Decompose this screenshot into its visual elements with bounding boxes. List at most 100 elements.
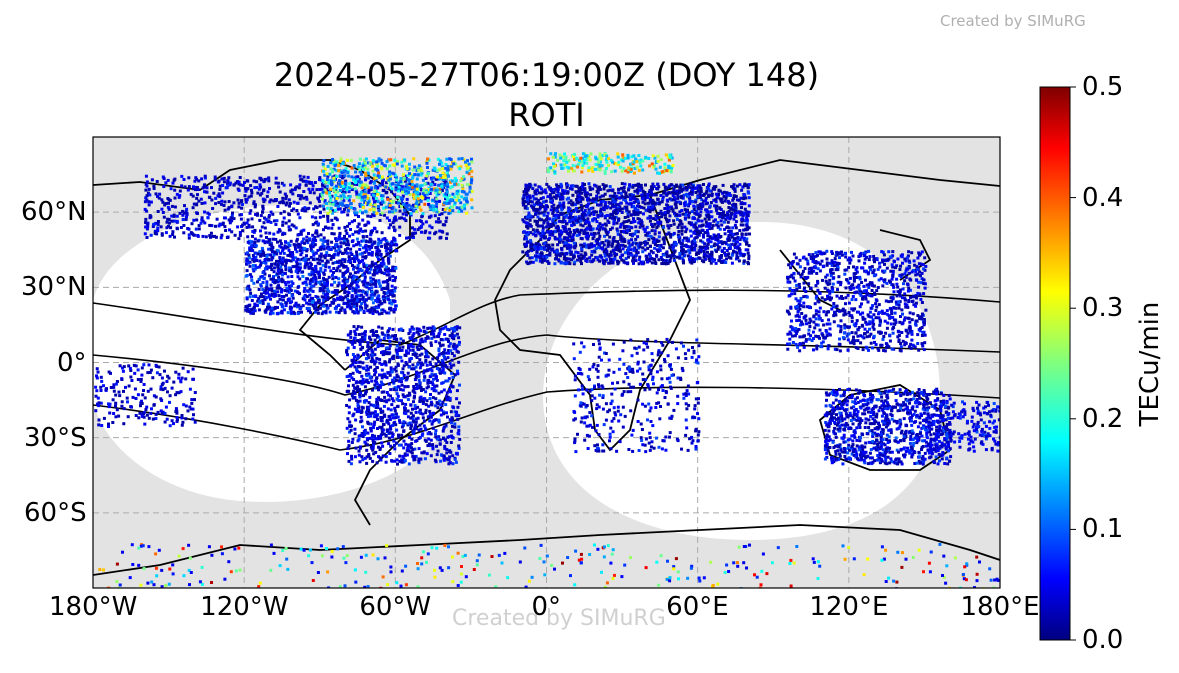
roti-point — [202, 183, 206, 187]
roti-point — [448, 362, 452, 366]
roti-point — [252, 200, 256, 204]
roti-point — [316, 311, 320, 315]
roti-point — [261, 271, 265, 275]
roti-point — [368, 283, 372, 287]
roti-point — [419, 427, 423, 431]
roti-point — [370, 353, 374, 357]
roti-point — [421, 222, 425, 226]
roti-point — [350, 166, 354, 170]
roti-point — [356, 240, 360, 244]
roti-point — [351, 414, 355, 418]
roti-point — [270, 311, 273, 315]
roti-point — [350, 454, 353, 458]
roti-point — [277, 228, 281, 232]
roti-point — [388, 182, 392, 186]
roti-point — [346, 208, 350, 212]
roti-point — [339, 185, 343, 188]
roti-point — [435, 186, 438, 190]
roti-point — [411, 334, 415, 338]
roti-point — [310, 270, 314, 274]
roti-point — [401, 212, 405, 216]
roti-point — [272, 275, 275, 279]
roti-point — [254, 203, 257, 207]
roti-point — [413, 227, 417, 231]
roti-point — [384, 352, 388, 356]
roti-point — [357, 434, 361, 438]
roti-point — [357, 407, 361, 411]
roti-point — [364, 306, 368, 310]
roti-point — [270, 287, 274, 291]
roti-point — [373, 265, 377, 269]
roti-point — [380, 419, 384, 423]
roti-point — [354, 256, 358, 260]
roti-point — [264, 296, 268, 300]
roti-point — [429, 343, 433, 347]
roti-point — [450, 165, 454, 169]
roti-point — [524, 200, 528, 204]
roti-point — [439, 236, 443, 240]
roti-point — [340, 182, 344, 186]
roti-point — [411, 193, 415, 197]
roti-point — [701, 240, 705, 244]
roti-point — [262, 261, 266, 264]
roti-point — [357, 365, 360, 368]
roti-point — [362, 239, 366, 243]
roti-point — [438, 159, 442, 163]
roti-point — [398, 233, 402, 237]
roti-point — [192, 202, 196, 206]
roti-point — [699, 239, 703, 243]
roti-point — [405, 236, 408, 240]
roti-point — [326, 242, 330, 246]
roti-point — [367, 252, 371, 256]
roti-point — [429, 415, 433, 419]
roti-point — [405, 197, 409, 201]
roti-point — [408, 162, 411, 166]
roti-point — [272, 232, 276, 236]
roti-point — [146, 191, 150, 195]
roti-point — [636, 208, 640, 212]
roti-point — [356, 439, 360, 443]
roti-point — [258, 259, 262, 263]
roti-point — [439, 453, 443, 457]
roti-point — [409, 357, 413, 360]
roti-point — [213, 175, 217, 179]
roti-point — [378, 373, 381, 377]
roti-point — [691, 257, 695, 261]
roti-point — [434, 230, 438, 234]
roti-point — [470, 198, 474, 202]
roti-point — [313, 273, 317, 277]
roti-point — [361, 211, 364, 215]
roti-point — [347, 259, 351, 263]
roti-point — [388, 360, 391, 364]
roti-point — [319, 252, 323, 256]
roti-point — [157, 196, 161, 200]
roti-point — [361, 433, 365, 437]
roti-point — [431, 198, 435, 202]
roti-point — [395, 428, 399, 432]
roti-point — [329, 198, 333, 202]
roti-point — [304, 209, 308, 213]
roti-point — [456, 165, 460, 169]
roti-point — [451, 335, 455, 339]
roti-point — [362, 283, 366, 287]
roti-point — [280, 309, 284, 313]
roti-point — [380, 430, 384, 434]
roti-point — [276, 205, 280, 208]
roti-point — [571, 215, 575, 219]
roti-point — [679, 220, 683, 224]
roti-point — [346, 333, 350, 337]
roti-point — [258, 295, 262, 299]
roti-point — [429, 432, 433, 436]
roti-point — [351, 289, 355, 293]
roti-point — [353, 407, 357, 411]
roti-point — [334, 197, 337, 201]
roti-point — [390, 370, 394, 374]
roti-point — [448, 455, 452, 459]
roti-point — [369, 215, 373, 219]
roti-point — [415, 177, 419, 181]
roti-point — [289, 289, 293, 292]
roti-point — [381, 350, 385, 354]
roti-point — [277, 185, 281, 189]
roti-point — [663, 213, 667, 216]
roti-point — [358, 294, 362, 298]
